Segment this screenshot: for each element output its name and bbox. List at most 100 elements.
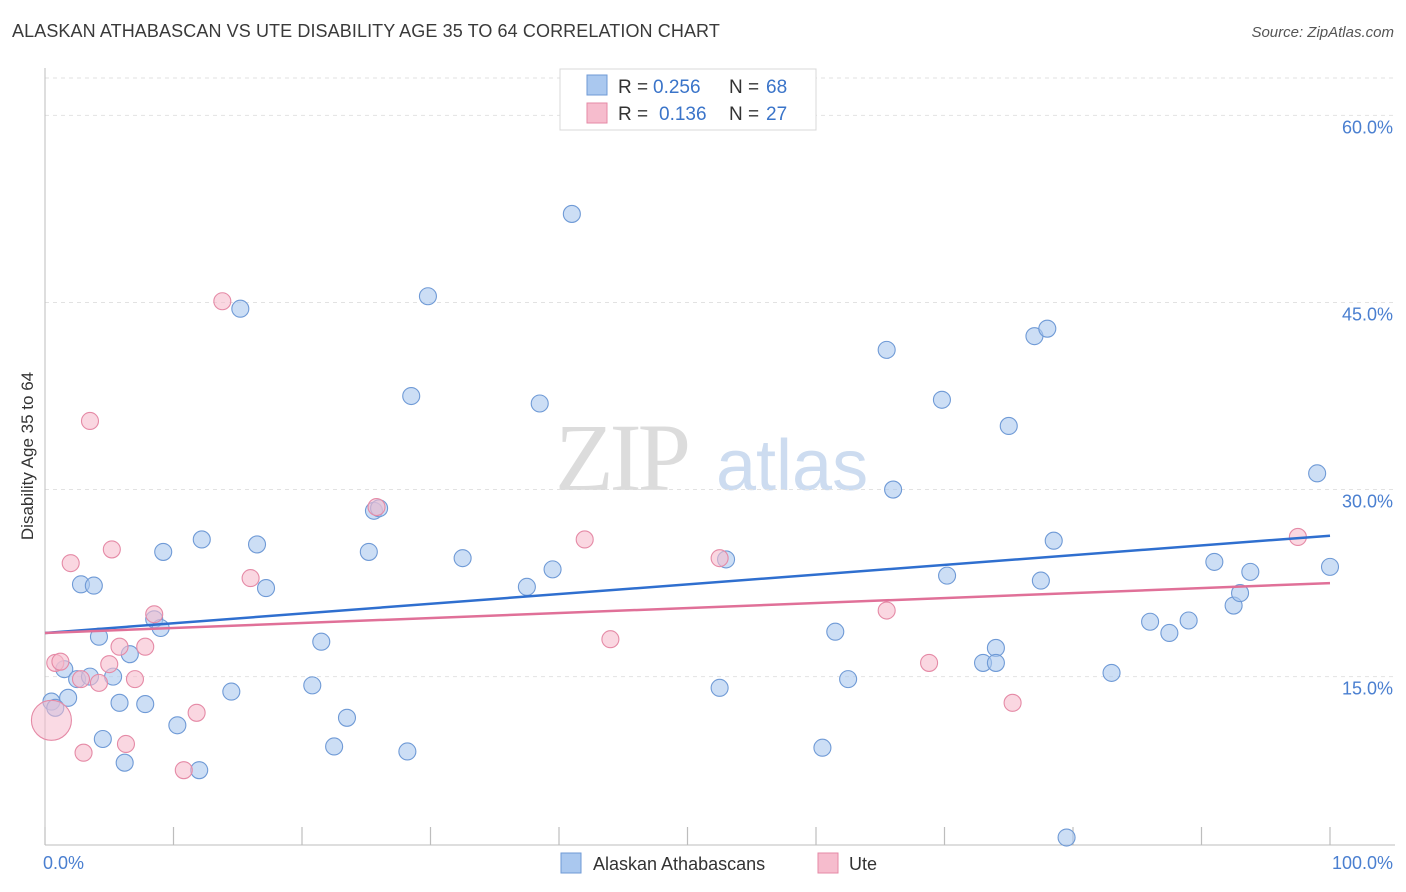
legend-n-value-1: 68	[766, 77, 787, 98]
grid-lines	[45, 77, 1395, 678]
alaskan-athabascan-point	[402, 386, 421, 406]
ute-point	[213, 292, 232, 311]
alaskan-athabascan-point	[1141, 612, 1160, 631]
alaskan-athabascan-point	[839, 670, 858, 689]
ute-point	[601, 630, 620, 649]
x-tick-label-max: 100.0%	[1332, 853, 1393, 873]
alaskan-athabascan-point	[1102, 663, 1121, 682]
alaskan-athabascan-point	[247, 535, 267, 554]
ute-point	[61, 554, 80, 573]
ute-point	[187, 703, 206, 722]
alaskan-athabascan-point	[543, 560, 562, 579]
alaskan-athabascan-point	[530, 394, 549, 413]
alaskan-athabascan-point	[84, 576, 103, 595]
alaskan-athabascan-point	[453, 549, 472, 568]
alaskan-athabascan-point	[1179, 611, 1198, 630]
alaskan-athabascan-point	[710, 678, 729, 697]
ute-point	[241, 569, 260, 588]
ute-point	[710, 549, 729, 568]
alaskan-athabascan-point	[826, 622, 845, 641]
stats-legend: R = 0.256 N = 68 R = 0.136 N = 27	[559, 68, 817, 131]
ute-point	[1003, 693, 1022, 712]
y-tick-label: 60.0%	[1342, 117, 1393, 137]
axes	[44, 68, 1395, 846]
alaskan-athabascan-point	[1308, 464, 1327, 483]
alaskan-athabascan-point	[1205, 552, 1224, 571]
ute-point	[920, 653, 939, 672]
ute-point	[80, 411, 100, 431]
ute-point	[877, 601, 896, 620]
alaskan-athabascan-point	[884, 480, 903, 499]
alaskan-athabascan-point	[115, 753, 134, 772]
alaskan-athabascan-point	[93, 729, 112, 749]
alaskan-athabascan-point	[932, 390, 951, 409]
alaskan-athabascan-trend-line	[44, 534, 1331, 635]
alaskan-athabascan-point	[517, 577, 536, 596]
alaskan-athabascan-point	[192, 530, 211, 549]
tick-labels: 15.0% 30.0% 45.0% 60.0% 0.0% 100.0%	[43, 117, 1393, 873]
alaskan-athabascan-point	[938, 566, 957, 585]
ute-point	[110, 637, 129, 656]
alaskan-athabascan-point	[359, 542, 378, 561]
ute-point	[136, 637, 155, 656]
alaskan-athabascan-point	[1160, 623, 1179, 643]
alaskan-athabascan-point	[256, 579, 276, 598]
ute-point	[89, 673, 109, 692]
ute-point	[367, 497, 386, 517]
alaskan-athabascan-point	[1038, 319, 1057, 338]
alaskan-athabascan-point	[312, 632, 331, 651]
ute-point	[71, 670, 91, 689]
alaskan-athabascan-point	[190, 761, 209, 780]
alaskan-athabascan-point	[59, 688, 78, 707]
ute-point	[116, 734, 136, 754]
series-legend: Alaskan Athabascans Ute	[560, 852, 877, 874]
data-points	[30, 204, 1340, 847]
alaskan-athabascan-point	[1241, 562, 1260, 581]
alaskan-athabascan-point	[1044, 531, 1063, 550]
legend-n-label-2: N =	[729, 104, 759, 125]
ute-point	[102, 540, 121, 559]
alaskan-athabascan-point	[325, 737, 344, 756]
legend-r-label-1: R =	[618, 77, 648, 98]
ute-point	[125, 670, 144, 689]
alaskan-athabascan-point	[154, 542, 173, 561]
legend-r-label-2: R =	[618, 104, 648, 125]
x-tick-label-min: 0.0%	[43, 853, 84, 873]
legend-swatch-blue	[586, 74, 608, 96]
legend-n-value-2: 27	[766, 104, 787, 125]
series-legend-swatch-pink	[817, 852, 839, 874]
ute-point	[575, 530, 594, 549]
alaskan-athabascan-point	[231, 299, 250, 318]
alaskan-athabascan-point	[1031, 571, 1050, 590]
ute-point	[100, 655, 119, 674]
y-tick-label: 45.0%	[1342, 304, 1393, 324]
ute-point	[174, 761, 193, 780]
watermark-atlas: atlas	[716, 426, 868, 506]
y-tick-label: 15.0%	[1342, 679, 1393, 699]
alaskan-athabascan-point	[877, 340, 896, 359]
alaskan-athabascan-point	[562, 204, 581, 223]
alaskan-athabascan-point	[136, 695, 155, 714]
alaskan-athabascan-point	[813, 738, 832, 757]
alaskan-athabascan-point	[1231, 584, 1250, 603]
watermark-zip: ZIP	[555, 404, 688, 511]
ute-trend-line	[44, 581, 1331, 635]
legend-r-value-1: 0.256	[653, 77, 701, 98]
alaskan-athabascan-point	[1320, 557, 1340, 576]
alaskan-athabascan-point	[999, 416, 1018, 436]
alaskan-athabascan-point	[303, 676, 322, 695]
alaskan-athabascan-point	[1057, 828, 1076, 847]
alaskan-athabascan-point	[110, 693, 129, 712]
alaskan-athabascan-point	[418, 287, 437, 306]
series-legend-swatch-blue	[560, 852, 582, 874]
alaskan-athabascan-point	[398, 742, 417, 761]
ute-point	[51, 652, 70, 671]
source-label: Source: ZipAtlas.com	[1251, 24, 1394, 41]
alaskan-athabascan-point	[168, 716, 187, 735]
y-tick-label: 30.0%	[1342, 492, 1393, 512]
chart-title: ALASKAN ATHABASCAN VS UTE DISABILITY AGE…	[12, 21, 720, 41]
y-axis-label: Disability Age 35 to 64	[18, 372, 37, 540]
legend-n-label-1: N =	[729, 77, 759, 98]
legend-swatch-pink	[586, 102, 608, 124]
